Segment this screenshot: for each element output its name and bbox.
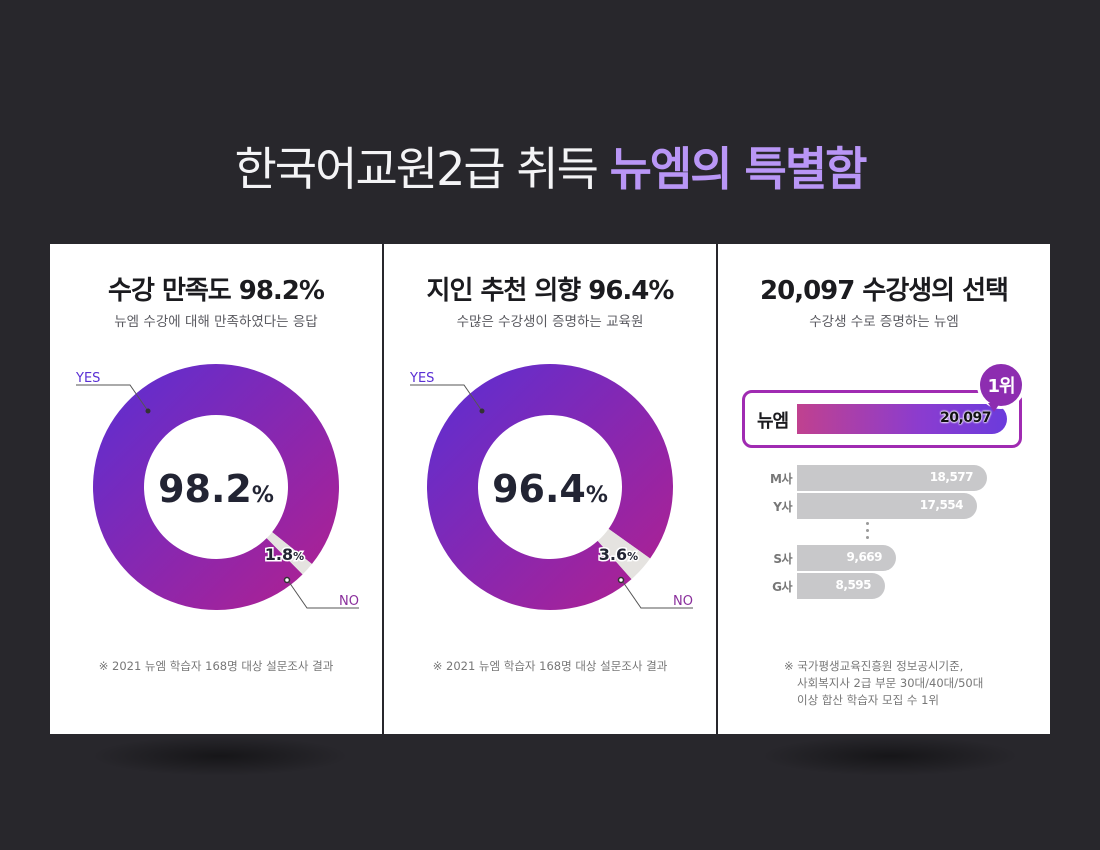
satisfaction-donut-chart: 98.2% 1.8% YES NO xyxy=(75,364,359,611)
card-footnote: ※ 2021 뉴엠 학습자 168명 대상 설문조사 결과 xyxy=(98,659,334,673)
no-label: NO xyxy=(673,594,693,609)
bar-category-label: S사 xyxy=(773,552,792,566)
bar-row: S사 9,669 xyxy=(718,545,1050,571)
bar-value-label: 8,595 xyxy=(835,578,872,592)
no-leader-dot xyxy=(283,576,291,584)
headline-accent: 뉴엠의 특별함 xyxy=(609,142,868,196)
no-leader-dot xyxy=(617,576,625,584)
card-subtitle: 뉴엠 수강에 대해 만족하였다는 응답 xyxy=(114,314,318,330)
donut-slice-yes xyxy=(427,364,673,610)
donut-center-value: 96.4% xyxy=(492,467,608,511)
top-rank-box: 뉴엠 20,097 xyxy=(742,390,1022,448)
donut-no-value: 3.6% xyxy=(599,545,638,564)
card-title: 수강 만족도 98.2% xyxy=(108,276,325,306)
rank-badge: 1위 xyxy=(977,361,1025,412)
ellipsis-dots xyxy=(866,522,870,543)
footnote-line: ※ 국가평생교육진흥원 정보공시기준, xyxy=(784,659,964,673)
student-count-card: 20,097 수강생의 선택 수강생 수로 증명하는 뉴엠 뉴엠 20,097 … xyxy=(718,244,1050,734)
card-footnote: ※ 2021 뉴엠 학습자 168명 대상 설문조사 결과 xyxy=(432,659,668,673)
bar-S사: 9,669 xyxy=(797,545,896,571)
card-title: 20,097 수강생의 선택 xyxy=(760,276,1009,306)
page-headline: 한국어교원2급 취득 뉴엠의 특별함 xyxy=(0,133,1100,199)
donut-no-value: 1.8% xyxy=(265,545,304,564)
headline-normal: 한국어교원2급 취득 xyxy=(234,142,598,196)
bar-row: G사 8,595 xyxy=(718,573,1050,599)
donut-center-value: 98.2% xyxy=(158,467,274,511)
bar-category-label: G사 xyxy=(772,580,792,594)
bar-value-label: 20,097 xyxy=(939,410,992,426)
bar-Y사: 17,554 xyxy=(797,493,977,519)
card-subtitle: 수강생 수로 증명하는 뉴엠 xyxy=(809,314,959,330)
bar-category-label: M사 xyxy=(770,472,792,486)
bar-M사: 18,577 xyxy=(797,465,987,491)
yes-leader-dot xyxy=(145,408,151,414)
bar-category-label: Y사 xyxy=(773,500,792,514)
recommendation-card: 지인 추천 의향 96.4% 수많은 수강생이 증명하는 교육원 96.4% 3.… xyxy=(384,244,716,734)
donut-slice-no xyxy=(266,532,312,575)
bar-value-label: 9,669 xyxy=(846,550,883,564)
bar-row: Y사 17,554 xyxy=(718,493,1050,519)
yes-leader-line xyxy=(410,384,483,412)
satisfaction-card: 수강 만족도 98.2% 뉴엠 수강에 대해 만족하였다는 응답 98.2% 1.… xyxy=(50,244,382,734)
card-shadow xyxy=(760,736,1020,776)
bar-G사: 8,595 xyxy=(797,573,885,599)
no-leader-line xyxy=(288,581,359,609)
no-label: NO xyxy=(339,594,359,609)
donut-slice-no xyxy=(597,528,651,580)
card-subtitle: 수많은 수강생이 증명하는 교육원 xyxy=(456,314,644,330)
footnote-line: 이상 합산 학습자 모집 수 1위 xyxy=(797,693,939,707)
card-title: 지인 추천 의향 96.4% xyxy=(426,276,675,306)
card-shadow xyxy=(90,736,350,776)
donut-slice-yes xyxy=(92,364,339,611)
recommendation-donut-chart: 96.4% 3.6% YES NO xyxy=(409,364,693,610)
yes-leader-dot xyxy=(479,408,485,414)
bar-value-label: 17,554 xyxy=(919,498,964,512)
card-footnote: ※ 국가평생교육진흥원 정보공시기준, 사회복지사 2급 부문 30대/40대/… xyxy=(784,658,983,709)
bar-row: M사 18,577 xyxy=(718,465,1050,491)
bar-newm: 20,097 xyxy=(797,404,1007,434)
footnote-line: 사회복지사 2급 부문 30대/40대/50대 xyxy=(797,676,984,690)
yes-leader-line xyxy=(76,384,149,412)
bar-value-label: 18,577 xyxy=(929,470,974,484)
bar-category-label: 뉴엠 xyxy=(757,411,789,432)
yes-label: YES xyxy=(409,371,434,386)
no-leader-line xyxy=(622,581,693,609)
yes-label: YES xyxy=(75,371,100,386)
